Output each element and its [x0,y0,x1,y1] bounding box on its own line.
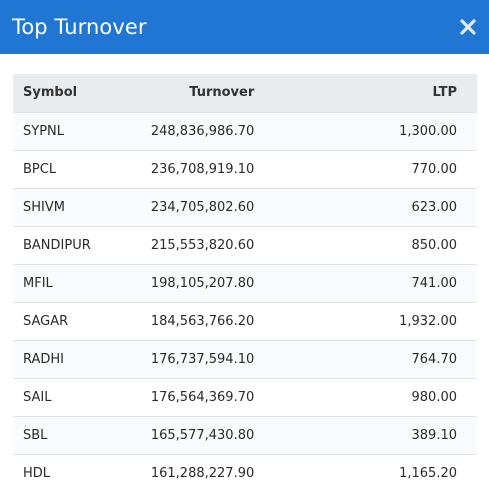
table-row[interactable]: SYPNL 248,836,986.70 1,300.00 [13,112,477,150]
table-row[interactable]: SBL 165,577,430.80 389.10 [13,416,477,454]
cell-ltp: 980.00 [411,389,458,405]
column-header-ltp[interactable]: LTP [432,85,457,101]
table-row[interactable]: SHIVM 234,705,802.60 623.00 [13,188,477,226]
table-row[interactable]: HDL 161,288,227.90 1,165.20 [13,454,477,492]
column-header-turnover[interactable]: Turnover [189,85,255,101]
table-row[interactable]: RADHI 176,737,594.10 764.70 [13,340,477,378]
cell-turnover: 248,836,986.70 [150,123,255,139]
cell-ltp: 764.70 [411,351,458,367]
cell-turnover: 184,563,766.20 [150,313,255,329]
cell-symbol: SHIVM [23,199,65,215]
modal-body: Symbol Turnover LTP SYPNL 248,836,986.70 1… [0,54,489,492]
cell-symbol: SYPNL [23,123,64,139]
cell-symbol: SBL [23,427,48,443]
table-row[interactable]: SAGAR 184,563,766.20 1,932.00 [13,302,477,340]
cell-ltp: 850.00 [411,237,458,253]
cell-symbol: HDL [23,465,51,481]
cell-ltp: 389.10 [411,427,458,443]
cell-ltp: 770.00 [411,161,458,177]
modal-header: Top Turnover [0,0,489,54]
table-row[interactable]: SAIL 176,564,369.70 980.00 [13,378,477,416]
cell-turnover: 198,105,207.80 [150,275,255,291]
cell-symbol: SAIL [23,389,52,405]
table-row[interactable]: BANDIPUR 215,553,820.60 850.00 [13,226,477,264]
table-header-row: Symbol Turnover LTP [13,74,477,112]
cell-symbol: MFIL [23,275,53,291]
cell-turnover: 161,288,227.90 [150,465,255,481]
cell-turnover: 176,737,594.10 [150,351,255,367]
cell-ltp: 1,932.00 [399,313,457,329]
cell-turnover: 165,577,430.80 [150,427,255,443]
close-icon[interactable] [457,16,479,38]
cell-turnover: 236,708,919.10 [150,161,255,177]
cell-turnover: 176,564,369.70 [150,389,255,405]
cell-turnover: 234,705,802.60 [150,199,255,215]
cell-symbol: RADHI [23,351,65,367]
cell-symbol: BPCL [23,161,57,177]
cell-symbol: BANDIPUR [23,237,91,253]
cell-symbol: SAGAR [23,313,69,329]
cell-ltp: 741.00 [411,275,458,291]
cell-ltp: 623.00 [411,199,458,215]
table-row[interactable]: MFIL 198,105,207.80 741.00 [13,264,477,302]
cell-ltp: 1,165.20 [399,465,457,481]
cell-turnover: 215,553,820.60 [150,237,255,253]
turnover-table: Symbol Turnover LTP SYPNL 248,836,986.70 1… [13,74,477,492]
table-row[interactable]: BPCL 236,708,919.10 770.00 [13,150,477,188]
column-header-symbol[interactable]: Symbol [23,85,78,101]
cell-ltp: 1,300.00 [399,123,457,139]
modal-title: Top Turnover [12,15,147,39]
